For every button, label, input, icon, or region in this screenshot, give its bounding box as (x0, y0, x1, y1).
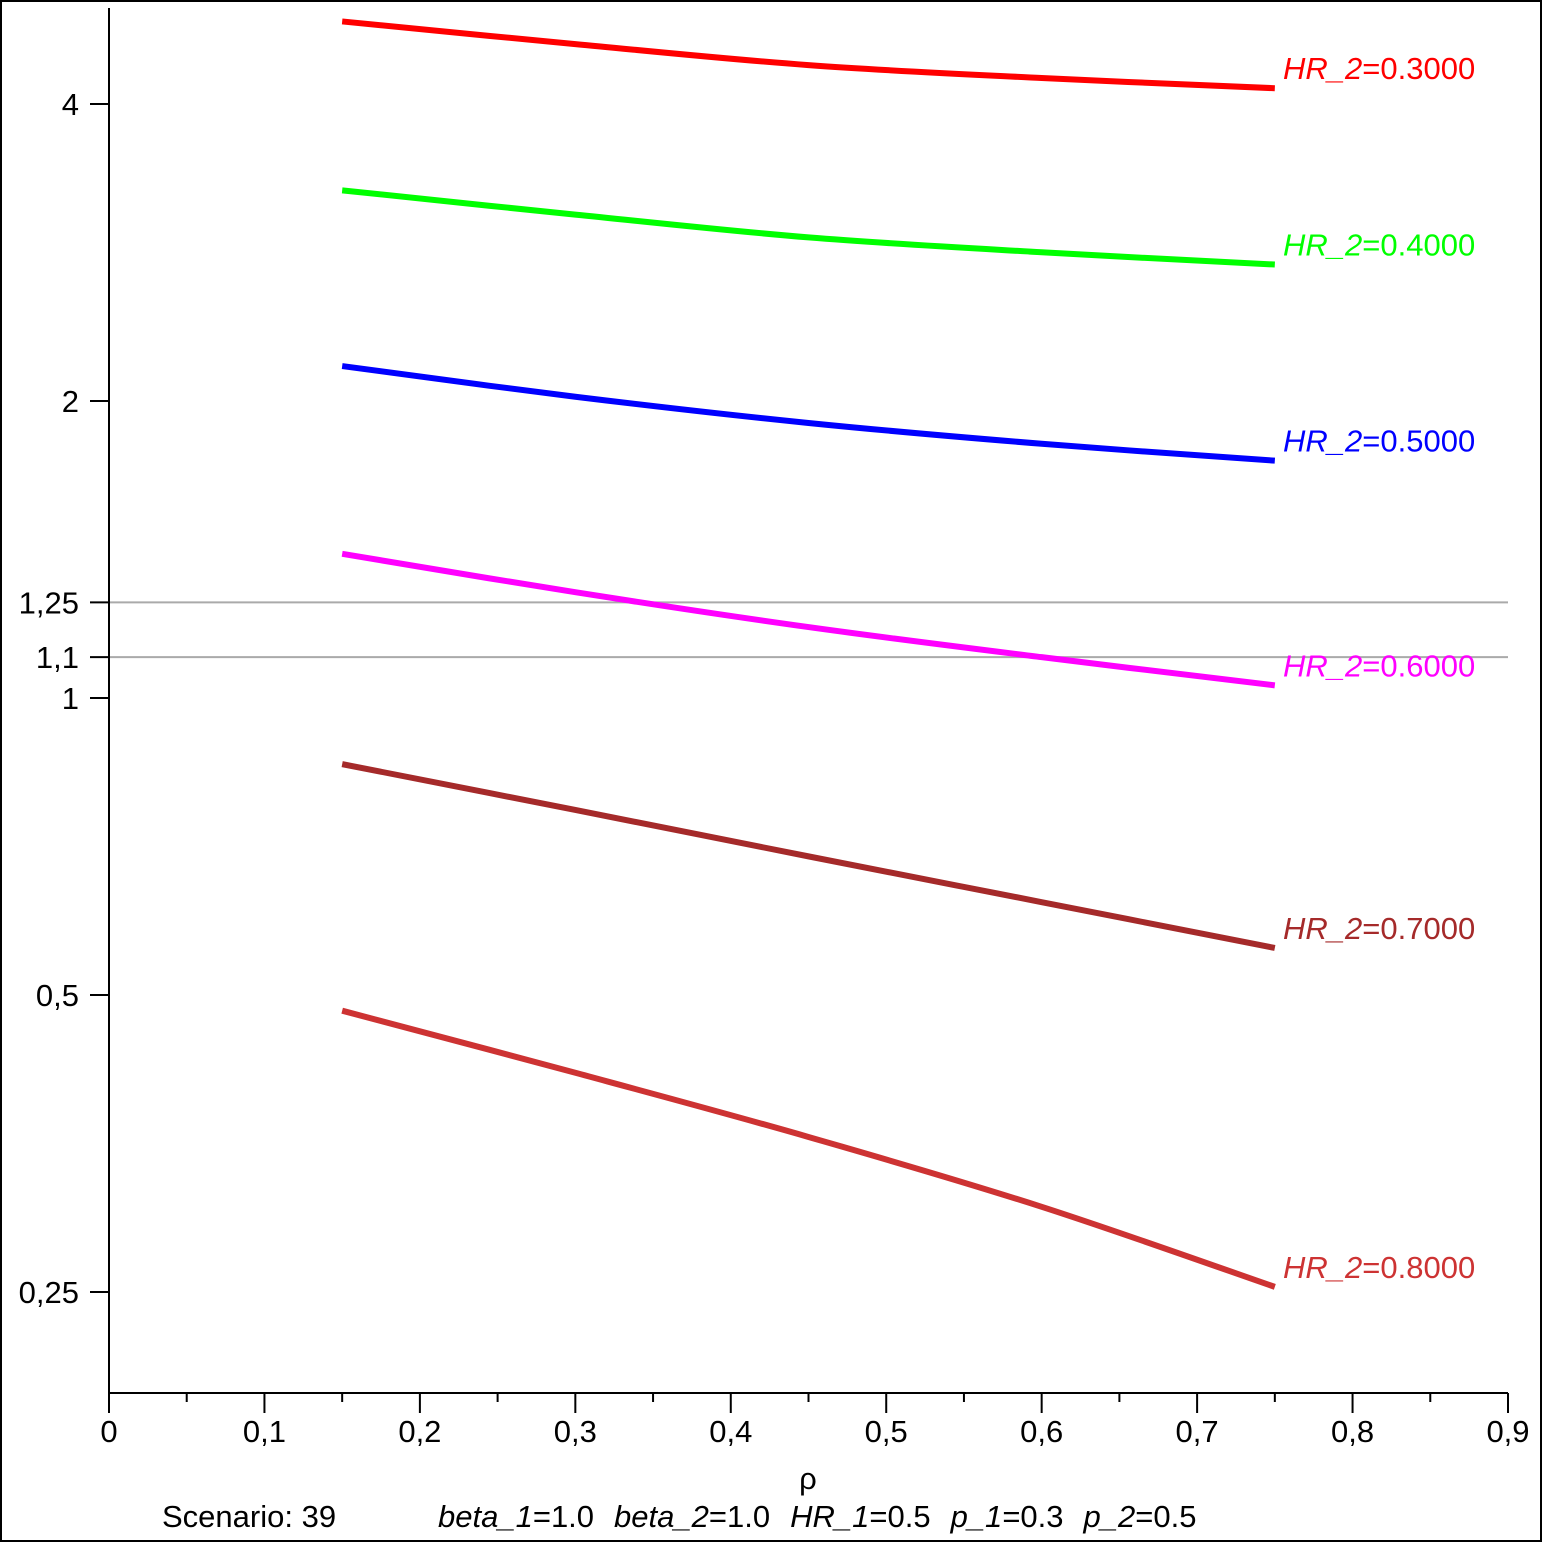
series-label: HR_2=0.3000 (1283, 51, 1475, 86)
series-label: HR_2=0.7000 (1283, 911, 1475, 946)
param-name: beta_2 (614, 1499, 709, 1534)
y-tick-label: 2 (62, 384, 79, 419)
param-name: p_2 (1083, 1499, 1136, 1534)
param-value: 0.3 (1020, 1499, 1063, 1534)
series-label: HR_2=0.5000 (1283, 424, 1475, 459)
series-label-value: 0.6000 (1380, 648, 1475, 683)
x-axis-label: ρ (799, 1461, 817, 1496)
series-label-equals: = (1362, 228, 1380, 263)
series-label: HR_2=0.4000 (1283, 228, 1475, 263)
param-value: 1.0 (727, 1499, 770, 1534)
x-tick-label: 0,7 (1176, 1414, 1219, 1449)
series-label-value: 0.7000 (1380, 911, 1475, 946)
series-label-name: HR_2 (1283, 228, 1362, 263)
param-equals: = (869, 1499, 887, 1534)
x-tick-label: 0,4 (709, 1414, 752, 1449)
y-tick-label: 0,5 (36, 978, 79, 1013)
scenario-label: Scenario: 39 (162, 1499, 336, 1534)
series-label-name: HR_2 (1283, 1250, 1362, 1285)
x-tick-label: 0,8 (1331, 1414, 1374, 1449)
series-label-name: HR_2 (1283, 911, 1362, 946)
series-label-equals: = (1362, 1250, 1380, 1285)
param-equals: = (533, 1499, 551, 1534)
y-tick-label: 1,25 (19, 585, 79, 620)
series-label-value: 0.4000 (1380, 228, 1475, 263)
series-line (341, 363, 1276, 464)
param-name: HR_1 (790, 1499, 869, 1534)
series-label-equals: = (1362, 648, 1380, 683)
param-value: 0.5 (1153, 1499, 1196, 1534)
series-line (341, 761, 1276, 951)
y-tick-label: 1,1 (36, 640, 79, 675)
series-label-value: 0.5000 (1380, 424, 1475, 459)
x-tick-label: 0,3 (554, 1414, 597, 1449)
series-line (341, 187, 1275, 268)
series-label-value: 0.3000 (1380, 51, 1475, 86)
y-tick-label: 1 (62, 681, 79, 716)
x-tick-label: 0 (100, 1414, 117, 1449)
series-label-name: HR_2 (1283, 51, 1362, 86)
series-label-equals: = (1362, 51, 1380, 86)
param-name: p_1 (950, 1499, 1003, 1534)
series-label-value: 0.8000 (1380, 1250, 1475, 1285)
param-equals: = (709, 1499, 727, 1534)
x-tick-label: 0,1 (243, 1414, 286, 1449)
x-tick-label: 0,2 (398, 1414, 441, 1449)
series-label-name: HR_2 (1283, 648, 1362, 683)
series-line (341, 1007, 1276, 1290)
series-label: HR_2=0.6000 (1283, 648, 1475, 683)
y-tick-label: 4 (62, 87, 79, 122)
series-label-name: HR_2 (1283, 424, 1362, 459)
param-equals: = (1135, 1499, 1153, 1534)
series-label: HR_2=0.8000 (1283, 1250, 1475, 1285)
y-tick-label: 0,25 (19, 1275, 79, 1310)
series-line (341, 550, 1276, 689)
param-value: 1.0 (551, 1499, 594, 1534)
series-label-equals: = (1362, 424, 1380, 459)
x-tick-label: 0,6 (1020, 1414, 1063, 1449)
series-label-equals: = (1362, 911, 1380, 946)
series-line (341, 18, 1275, 92)
param-value: 0.5 (887, 1499, 930, 1534)
param-name: beta_1 (438, 1499, 533, 1534)
x-tick-label: 0,5 (865, 1414, 908, 1449)
x-tick-label: 0,9 (1486, 1414, 1529, 1449)
parameter-summary: beta_1=1.0 beta_2=1.0 HR_1=0.5 p_1=0.3 p_2=0… (438, 1499, 1196, 1534)
param-equals: = (1002, 1499, 1020, 1534)
